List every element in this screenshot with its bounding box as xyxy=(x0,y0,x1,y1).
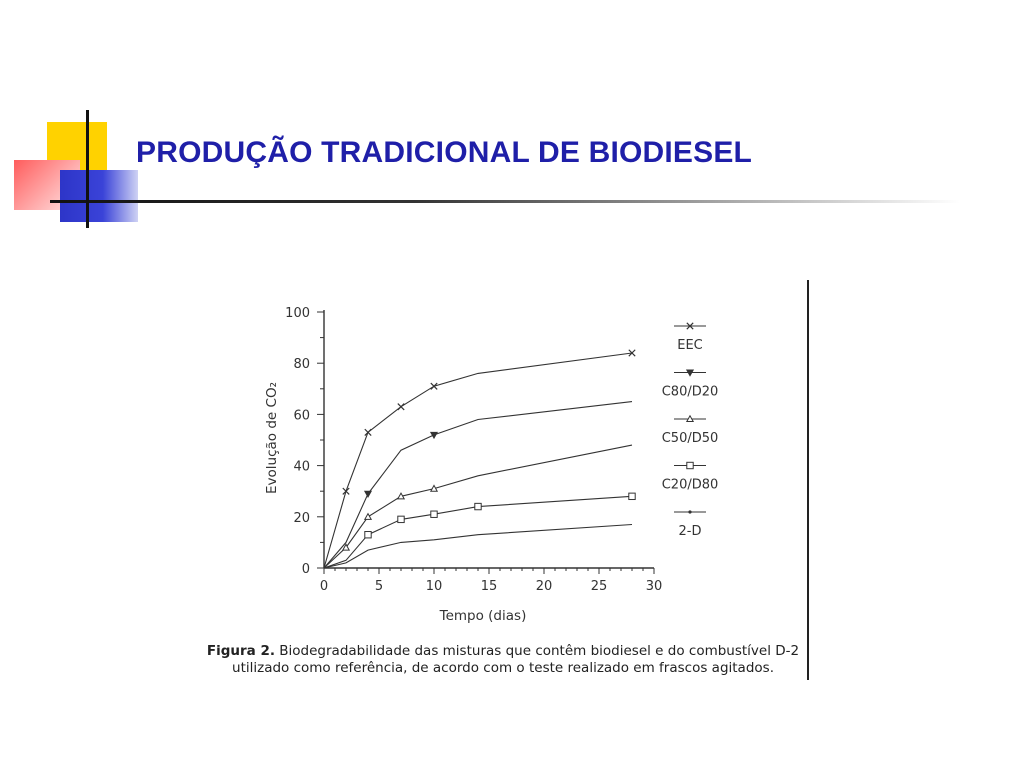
legend-label: C80/D20 xyxy=(662,385,719,400)
data-point-c20-d80 xyxy=(364,531,372,539)
chart-axes: 0 5 10 15 20 25 30 0 20 40 60 80 100 xyxy=(285,306,662,594)
chart-legend: EEC C80/D20 C50/D50 C20/D80 2-D xyxy=(662,322,719,539)
title-underline xyxy=(50,200,960,203)
figure-container: 0 5 10 15 20 25 30 0 20 40 60 80 100 EEC C80/D20 C50/D… xyxy=(188,280,818,690)
data-point-eec xyxy=(430,382,438,390)
x-tick-label: 5 xyxy=(375,579,383,594)
legend-label: EEC xyxy=(677,338,703,353)
y-axis-label: Evolução de CO₂ xyxy=(264,382,280,494)
legend-marker xyxy=(686,461,694,470)
y-tick-label: 100 xyxy=(285,306,310,321)
data-point-eec xyxy=(397,403,405,411)
decor-vertical-line xyxy=(86,110,89,228)
data-point-c20-d80 xyxy=(628,492,636,501)
x-axis-label: Tempo (dias) xyxy=(439,608,527,624)
y-tick-label: 40 xyxy=(293,460,310,475)
x-tick-label: 15 xyxy=(481,579,498,594)
y-tick-label: 20 xyxy=(293,511,310,526)
figure-caption: Figura 2. Biodegradabilidade das mistura… xyxy=(188,643,818,677)
slide-title: PRODUÇÃO TRADICIONAL DE BIODIESEL xyxy=(136,136,753,169)
caption-label: Figura 2. xyxy=(206,643,275,659)
legend-marker xyxy=(685,414,695,423)
y-tick-label: 60 xyxy=(293,408,310,423)
legend-marker xyxy=(688,510,692,514)
chart-markers xyxy=(341,349,636,551)
series-line-2-d xyxy=(323,523,633,569)
data-point-c50-d50 xyxy=(429,484,439,492)
legend-label: 2-D xyxy=(679,524,702,539)
data-point-c50-d50 xyxy=(341,543,351,551)
biodegradability-chart: 0 5 10 15 20 25 30 0 20 40 60 80 100 EEC C80/D20 C50/D… xyxy=(264,306,719,624)
data-point-c50-d50 xyxy=(363,512,373,520)
data-point-eec xyxy=(628,349,636,357)
x-tick-label: 25 xyxy=(591,579,608,594)
series-line-c80-d20 xyxy=(323,401,633,569)
data-point-c20-d80 xyxy=(474,502,482,511)
data-point-eec xyxy=(364,428,372,436)
x-tick-label: 0 xyxy=(320,579,328,594)
x-tick-label: 10 xyxy=(426,579,443,594)
y-tick-label: 80 xyxy=(293,357,310,372)
figure-right-border xyxy=(807,280,809,680)
data-point-eec xyxy=(342,487,350,495)
data-point-c20-d80 xyxy=(430,510,438,518)
caption-text: Biodegradabilidade das misturas que cont… xyxy=(232,643,800,676)
y-tick-label: 0 xyxy=(302,562,310,577)
data-point-c80-d20 xyxy=(363,490,373,498)
x-tick-label: 30 xyxy=(646,579,663,594)
data-point-c20-d80 xyxy=(397,515,405,524)
legend-label: C50/D50 xyxy=(662,431,719,446)
data-point-c50-d50 xyxy=(396,492,406,500)
legend-marker xyxy=(686,322,694,330)
data-point-c80-d20 xyxy=(429,431,439,440)
legend-marker xyxy=(685,369,695,377)
x-tick-label: 20 xyxy=(536,579,553,594)
decor-blue-square xyxy=(60,170,138,222)
legend-label: C20/D80 xyxy=(662,478,719,493)
